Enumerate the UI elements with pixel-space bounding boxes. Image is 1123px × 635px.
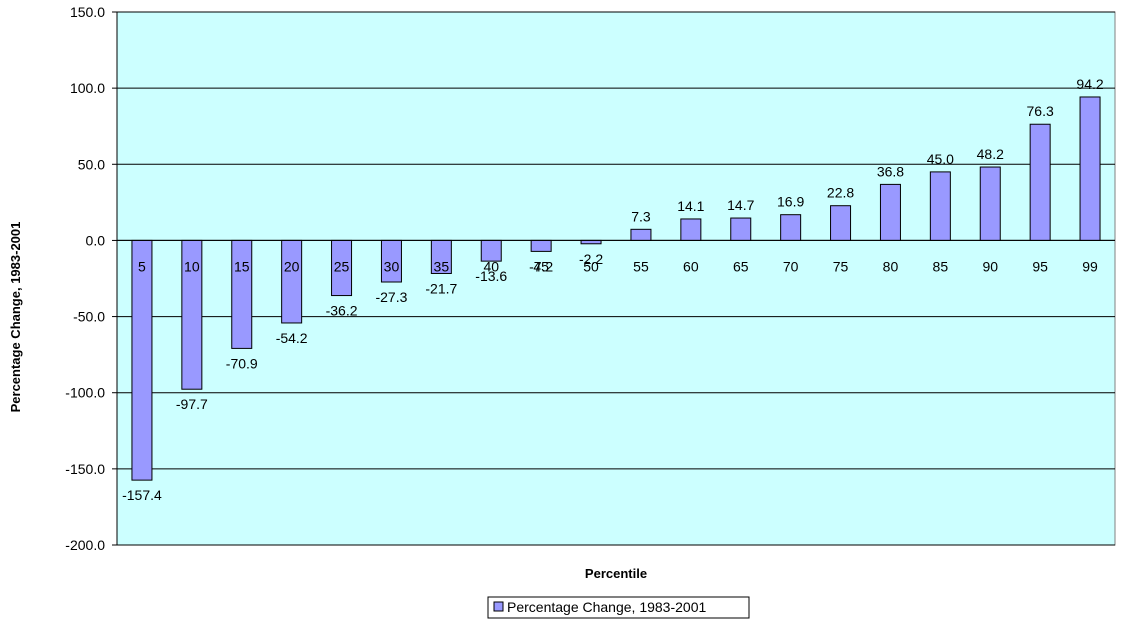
bar	[530, 239, 552, 252]
x-tick-label: 40	[483, 258, 499, 274]
data-label: -7.2	[529, 258, 553, 274]
y-tick-label: -150.0	[65, 461, 105, 477]
x-axis-tick-labels: 5 10 15 20 25 30 35 40 45 50 55 60 65 70 75 80 85 90 95 99	[138, 258, 1098, 274]
bar	[830, 205, 852, 241]
data-label: -157.4	[122, 487, 162, 503]
bar	[231, 239, 253, 349]
data-label: -36.2	[326, 303, 358, 319]
y-tick-label: -100.0	[65, 385, 105, 401]
data-label: 94.2	[1076, 76, 1103, 92]
data-label: 14.7	[727, 197, 754, 213]
legend-box	[487, 596, 750, 619]
data-label: 22.8	[827, 185, 854, 201]
y-tick-label: 150.0	[70, 4, 105, 20]
y-tick-label: 0.0	[86, 232, 106, 248]
x-tick-label: 50	[583, 258, 599, 274]
x-tick-label: 20	[284, 258, 300, 274]
bar	[630, 228, 652, 241]
bar	[281, 239, 303, 324]
plot-area	[116, 11, 1116, 546]
x-tick-label: 25	[334, 258, 350, 274]
x-tick-label: 99	[1082, 258, 1098, 274]
legend: Percentage Change, 1983-2001	[487, 596, 750, 619]
bar	[580, 239, 602, 245]
data-label: 48.2	[977, 146, 1004, 162]
y-tick-label: 50.0	[78, 156, 105, 172]
x-tick-label: 45	[533, 258, 549, 274]
x-tick-label: 90	[982, 258, 998, 274]
x-tick-label: 65	[733, 258, 749, 274]
data-label: 45.0	[927, 151, 954, 167]
bar	[680, 218, 702, 241]
bar	[131, 239, 153, 481]
data-label: 16.9	[777, 194, 804, 210]
data-label: 7.3	[631, 208, 651, 224]
x-tick-label: 75	[833, 258, 849, 274]
x-tick-label: 85	[933, 258, 949, 274]
data-labels: -157.4 -97.7 -70.9 -54.2 -36.2 -27.3 -21.7 -13.…	[122, 76, 1104, 503]
bar	[929, 171, 951, 241]
y-tick-label: -200.0	[65, 537, 105, 553]
legend-swatch	[493, 601, 504, 612]
bar	[879, 183, 901, 241]
y-tick-label: 100.0	[70, 80, 105, 96]
x-tick-label: 80	[883, 258, 899, 274]
x-tick-label: 30	[384, 258, 400, 274]
x-tick-label: 70	[783, 258, 799, 274]
data-label: -97.7	[176, 396, 208, 412]
data-label: 14.1	[677, 198, 704, 214]
data-label: -2.2	[579, 251, 603, 267]
data-label: 36.8	[877, 163, 904, 179]
y-axis: 150.0 100.0 50.0 0.0 -50.0 -100.0 -150.0 -200.0	[65, 4, 118, 553]
x-tick-label: 60	[683, 258, 699, 274]
data-label: -70.9	[226, 355, 258, 371]
x-tick-label: 10	[184, 258, 200, 274]
bar	[730, 217, 752, 241]
x-tick-label: 55	[633, 258, 649, 274]
y-axis-title: Percentage Change, 1983-2001	[8, 222, 23, 413]
data-label: -27.3	[375, 289, 407, 305]
bars	[131, 96, 1101, 481]
data-label: -13.6	[475, 268, 507, 284]
data-label: -21.7	[425, 280, 457, 296]
x-tick-label: 15	[234, 258, 250, 274]
bar	[780, 214, 802, 241]
y-tick-label: -50.0	[73, 309, 105, 325]
x-axis-title: Percentile	[585, 566, 647, 581]
bar	[979, 166, 1001, 241]
x-tick-label: 5	[138, 258, 146, 274]
legend-label: Percentage Change, 1983-2001	[507, 599, 706, 615]
data-label: 76.3	[1027, 103, 1054, 119]
bar	[1029, 123, 1051, 241]
data-label: -54.2	[276, 330, 308, 346]
x-tick-label: 35	[434, 258, 450, 274]
bar	[1079, 96, 1101, 241]
x-tick-label: 95	[1032, 258, 1048, 274]
